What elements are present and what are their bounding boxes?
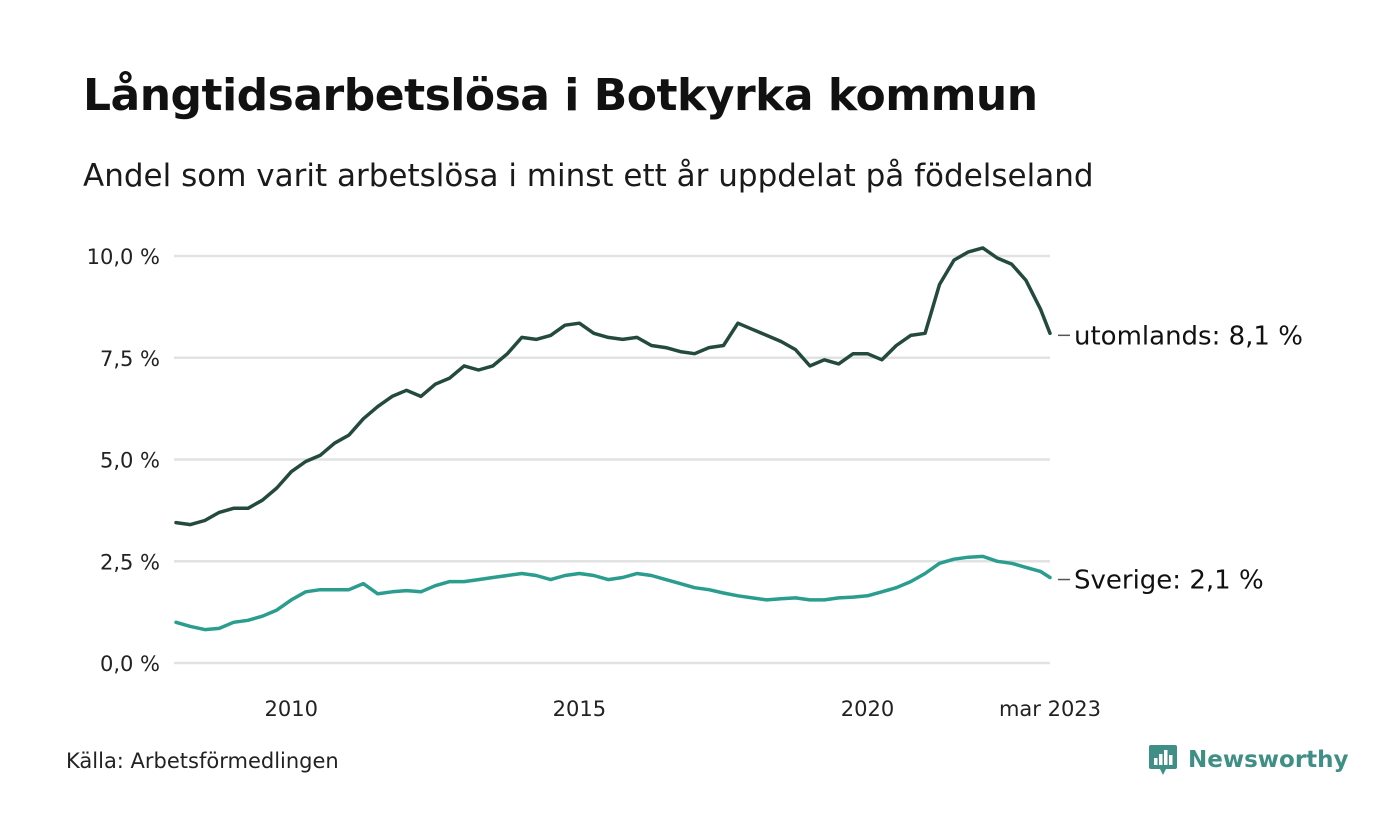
x-tick-label: mar 2023: [999, 697, 1101, 721]
x-axis-ticks: 2010 2015 2020 mar 2023: [265, 697, 1102, 721]
end-label-utomlands: utomlands: 8,1 %: [1074, 321, 1303, 351]
chart-title: Långtidsarbetslösa i Botkyrka kommun: [83, 70, 1038, 121]
x-tick-label: 2015: [553, 697, 606, 721]
x-tick-label: 2020: [841, 697, 894, 721]
end-label-sverige: Sverige: 2,1 %: [1074, 566, 1264, 596]
y-axis-ticks: 0,0 % 2,5 % 5,0 % 7,5 % 10,0 %: [87, 245, 160, 676]
y-tick-label: 2,5 %: [100, 550, 160, 574]
y-tick-label: 10,0 %: [87, 245, 160, 269]
newsworthy-logo-icon: [1149, 745, 1177, 775]
brand-name: Newsworthy: [1188, 747, 1349, 773]
series-line-sverige: [174, 554, 1052, 632]
y-tick-label: 0,0 %: [100, 652, 160, 676]
y-tick-label: 7,5 %: [100, 347, 160, 371]
end-labels: utomlands: 8,1 % Sverige: 2,1 %: [1058, 321, 1303, 596]
series-line-utomlands: [174, 246, 1052, 527]
x-tick-label: 2010: [265, 697, 318, 721]
source-note: Källa: Arbetsförmedlingen: [66, 749, 339, 773]
brand-logo: Newsworthy: [1148, 743, 1349, 777]
chart-subtitle: Andel som varit arbetslösa i minst ett å…: [83, 158, 1094, 194]
series-lines: [174, 246, 1052, 632]
grid-lines: [174, 254, 1050, 665]
y-tick-label: 5,0 %: [100, 449, 160, 473]
